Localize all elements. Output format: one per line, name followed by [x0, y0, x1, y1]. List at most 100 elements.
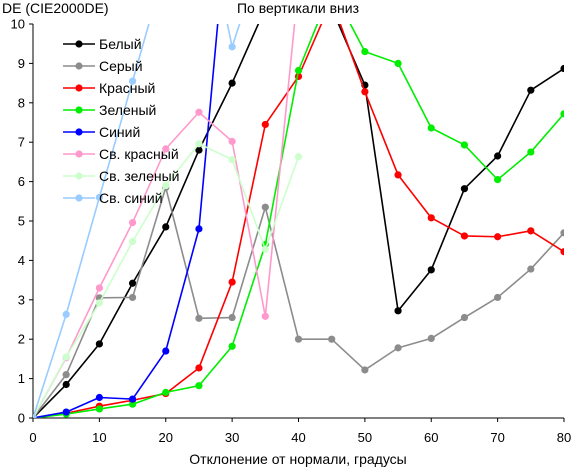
data-point — [261, 203, 269, 211]
data-point — [427, 334, 435, 343]
plot-area — [33, 24, 564, 418]
legend-item: Св. синий — [63, 190, 163, 206]
legend-item: Синий — [63, 124, 140, 140]
data-point — [394, 59, 402, 67]
series-line — [33, 24, 564, 418]
data-point — [162, 347, 170, 355]
data-point — [361, 47, 369, 56]
data-point — [527, 265, 535, 273]
data-point — [195, 314, 203, 322]
y-tick-label: 3 — [18, 292, 25, 307]
y-tick-label: 9 — [18, 56, 25, 71]
x-tick-label: 0 — [29, 430, 36, 445]
data-point — [128, 400, 137, 408]
data-point — [162, 145, 170, 153]
chart-title: По вертикали вниз — [237, 0, 359, 16]
data-point — [62, 310, 70, 318]
data-point — [294, 335, 303, 343]
legend-marker — [75, 84, 83, 92]
legend-label: Св. синий — [99, 190, 163, 206]
data-point — [261, 120, 269, 129]
data-point — [527, 148, 535, 156]
data-point — [394, 307, 402, 315]
data-point — [560, 64, 564, 73]
y-tick-label: 2 — [18, 332, 25, 347]
x-tick-label: 30 — [225, 430, 239, 445]
legend-label: Синий — [99, 124, 140, 140]
data-point — [328, 335, 336, 343]
legend-item: Св. зеленый — [63, 168, 179, 184]
data-point — [294, 153, 303, 161]
data-point — [195, 108, 203, 116]
data-point — [228, 43, 236, 51]
legend-item: Серый — [63, 58, 143, 74]
data-point — [128, 293, 137, 302]
data-point — [195, 146, 203, 154]
y-tick-label: 5 — [18, 214, 25, 229]
data-point — [195, 225, 203, 233]
y-tick-label: 8 — [18, 95, 25, 110]
data-point — [128, 77, 137, 85]
data-point — [394, 171, 402, 179]
data-point — [560, 248, 564, 256]
legend-item: Белый — [63, 36, 142, 52]
legend-marker — [75, 106, 83, 114]
data-point — [427, 124, 435, 132]
data-point — [527, 86, 535, 94]
data-point — [62, 380, 70, 389]
x-tick-label: 40 — [291, 430, 305, 445]
x-tick-label: 70 — [490, 430, 504, 445]
data-point — [228, 313, 236, 322]
legend-label: Серый — [99, 58, 143, 74]
series-line — [33, 186, 564, 418]
legend-marker — [75, 40, 83, 48]
x-axis-title: Отклонение от нормали, градусы — [189, 451, 406, 467]
data-point — [95, 284, 103, 292]
x-tick-label: 60 — [424, 430, 438, 445]
x-tick-label: 80 — [557, 430, 571, 445]
legend: Белый Серый Красный Зеленый Синий Св. красный… — [63, 36, 179, 206]
legend-marker — [75, 194, 83, 202]
data-point — [261, 245, 269, 253]
y-axis-title: DE (CIE2000DE) — [2, 0, 109, 16]
data-point — [494, 293, 502, 302]
data-point — [162, 181, 170, 190]
x-tick-label: 10 — [92, 430, 106, 445]
data-point — [361, 366, 369, 374]
series-6 — [33, 24, 296, 418]
data-point — [195, 364, 203, 372]
y-tick-label: 1 — [18, 371, 25, 386]
legend-label: Белый — [99, 36, 142, 52]
data-point — [228, 79, 236, 87]
data-point — [62, 371, 70, 379]
data-point — [460, 141, 469, 149]
data-point — [494, 176, 502, 184]
series-7 — [33, 140, 303, 418]
data-point — [494, 152, 502, 160]
legend-label: Зеленый — [99, 102, 156, 118]
data-point — [460, 313, 469, 322]
data-point — [95, 340, 103, 348]
data-point — [228, 137, 236, 146]
data-point — [62, 408, 70, 416]
data-point — [228, 155, 236, 164]
data-point — [560, 229, 564, 237]
legend-marker — [75, 150, 83, 158]
y-tick-label: 10 — [11, 17, 25, 32]
data-point — [427, 266, 435, 274]
legend-marker — [75, 128, 83, 136]
data-point — [128, 279, 137, 287]
data-point — [62, 353, 70, 361]
data-point — [95, 299, 103, 307]
data-point — [162, 388, 170, 396]
data-point — [33, 414, 37, 418]
data-point — [228, 342, 236, 350]
x-tick-label: 20 — [159, 430, 173, 445]
data-point — [128, 395, 137, 403]
x-tick-label: 50 — [358, 430, 372, 445]
legend-item: Красный — [63, 80, 155, 96]
legend-marker — [75, 172, 83, 180]
data-point — [294, 66, 303, 75]
y-tick-label: 0 — [18, 411, 25, 426]
series-2 — [33, 183, 564, 418]
